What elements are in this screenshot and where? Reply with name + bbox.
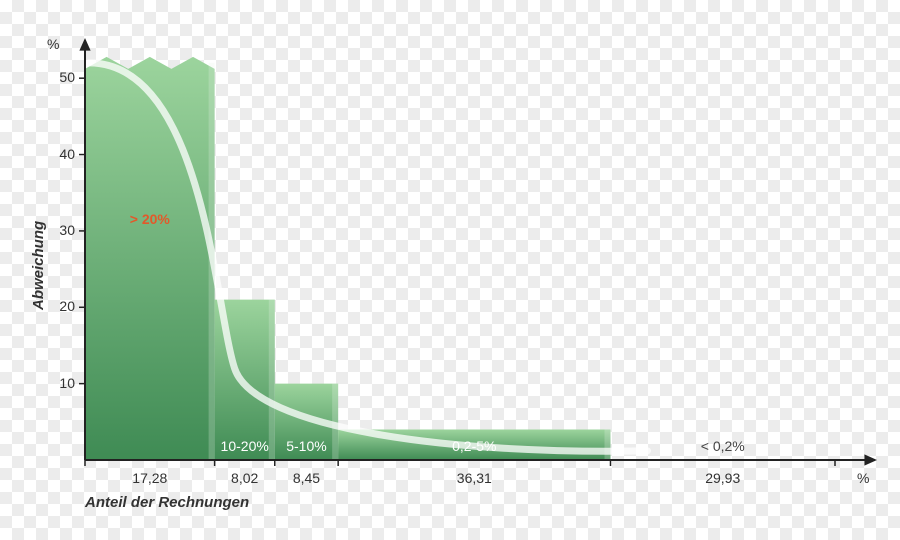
x-tick-label: 36,31 — [338, 470, 610, 486]
bar-range-label: 5-10% — [275, 438, 338, 454]
x-tick-label: 17,28 — [85, 470, 215, 486]
y-tick-label: 20 — [45, 298, 75, 314]
bar-shine-1 — [269, 300, 275, 460]
chart-container: % % Abweichung Anteil der Rechnungen 102… — [0, 0, 900, 540]
x-axis-arrow-icon — [864, 454, 877, 465]
bar-range-label: 0,2-5% — [338, 438, 610, 454]
bar-range-label: > 20% — [85, 211, 215, 227]
bar-range-label: 10-20% — [215, 438, 275, 454]
chart-svg — [0, 0, 900, 540]
y-axis-arrow-icon — [79, 38, 90, 51]
x-tick-label: 8,02 — [215, 470, 275, 486]
x-tick-label: 29,93 — [611, 470, 835, 486]
bar-0 — [85, 57, 215, 460]
y-tick-label: 40 — [45, 146, 75, 162]
y-tick-label: 50 — [45, 69, 75, 85]
x-axis-unit: % — [857, 470, 869, 486]
x-tick-label: 8,45 — [275, 470, 338, 486]
y-tick-label: 30 — [45, 222, 75, 238]
x-axis-label: Anteil der Rechnungen — [85, 494, 249, 511]
y-tick-label: 10 — [45, 375, 75, 391]
y-axis-unit: % — [47, 36, 59, 52]
bar-range-label: < 0,2% — [611, 438, 835, 454]
